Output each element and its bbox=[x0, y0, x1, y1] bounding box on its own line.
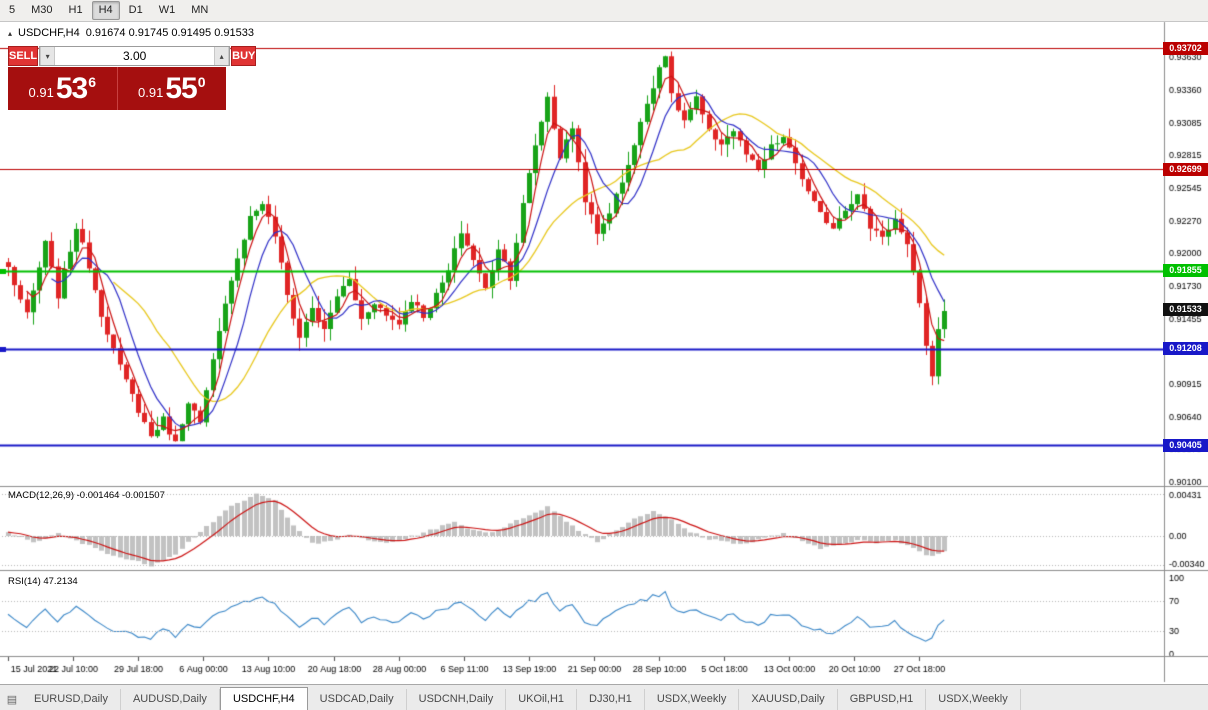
rsi-indicator-label: RSI(14) 47.2134 bbox=[8, 576, 78, 587]
hline-price-badge[interactable]: 0.91208 bbox=[1163, 342, 1208, 355]
buy-price-display[interactable]: 0.91 55 0 bbox=[117, 67, 227, 110]
volume-increase-button[interactable]: ▴ bbox=[214, 47, 229, 65]
chart-tab-usdchf-h4[interactable]: USDCHF,H4 bbox=[220, 687, 308, 710]
hline-price-badge[interactable]: 0.90405 bbox=[1163, 439, 1208, 452]
hline-price-badge[interactable]: 0.93702 bbox=[1163, 42, 1208, 55]
symbols-list-icon[interactable]: ▤ bbox=[2, 693, 22, 710]
timeframe-button-5[interactable]: 5 bbox=[2, 1, 22, 20]
chart-tab-usdcad-daily[interactable]: USDCAD,Daily bbox=[308, 689, 407, 710]
chart-tab-bar: ▤ EURUSD,DailyAUDUSD,DailyUSDCHF,H4USDCA… bbox=[0, 684, 1208, 710]
sell-price-pip-digit: 6 bbox=[88, 74, 96, 90]
macd-indicator-label: MACD(12,26,9) -0.001464 -0.001507 bbox=[8, 490, 165, 501]
hline-price-badge[interactable]: 0.92699 bbox=[1163, 163, 1208, 176]
current-price-badge: 0.91533 bbox=[1163, 303, 1208, 316]
timeframe-button-mn[interactable]: MN bbox=[184, 1, 215, 20]
chart-tab-audusd-daily[interactable]: AUDUSD,Daily bbox=[121, 689, 220, 710]
hline-price-badge[interactable]: 0.91855 bbox=[1163, 264, 1208, 277]
sell-price-display[interactable]: 0.91 53 6 bbox=[8, 67, 117, 110]
chart-tab-usdx-weekly[interactable]: USDX,Weekly bbox=[645, 689, 739, 710]
timeframe-button-d1[interactable]: D1 bbox=[122, 1, 150, 20]
sell-price-prefix: 0.91 bbox=[29, 85, 54, 100]
buy-price-pip-digit: 0 bbox=[198, 74, 206, 90]
sell-button[interactable]: SELL bbox=[8, 46, 38, 66]
chart-ohlc-values: 0.91674 0.91745 0.91495 0.91533 bbox=[86, 27, 254, 39]
volume-input[interactable] bbox=[55, 47, 214, 65]
chart-marker-icon: ▴ bbox=[8, 29, 12, 38]
timeframe-button-w1[interactable]: W1 bbox=[152, 1, 183, 20]
chart-tab-gbpusd-h1[interactable]: GBPUSD,H1 bbox=[838, 689, 927, 710]
timeframe-button-m30[interactable]: M30 bbox=[24, 1, 59, 20]
chart-header: ▴ USDCHF,H4 0.91674 0.91745 0.91495 0.91… bbox=[8, 27, 254, 39]
sell-price-big-digits: 53 bbox=[56, 74, 87, 104]
timeframe-button-h1[interactable]: H1 bbox=[62, 1, 90, 20]
volume-stepper: ▾ ▴ bbox=[39, 46, 230, 66]
buy-price-big-digits: 55 bbox=[165, 74, 196, 104]
chart-symbol-label: USDCHF,H4 bbox=[18, 27, 80, 39]
timeframe-button-h4[interactable]: H4 bbox=[92, 1, 120, 20]
buy-price-prefix: 0.91 bbox=[138, 85, 163, 100]
chart-tab-usdx-weekly[interactable]: USDX,Weekly bbox=[926, 689, 1020, 710]
timeframe-toolbar: 5M30H1H4D1W1MN bbox=[0, 0, 1208, 22]
buy-button[interactable]: BUY bbox=[231, 46, 256, 66]
chart-tab-eurusd-daily[interactable]: EURUSD,Daily bbox=[22, 689, 121, 710]
one-click-trade-widget: SELL ▾ ▴ BUY 0.91 53 6 0.91 55 0 bbox=[8, 46, 226, 110]
chart-tab-xauusd-daily[interactable]: XAUUSD,Daily bbox=[739, 689, 837, 710]
volume-decrease-button[interactable]: ▾ bbox=[40, 47, 55, 65]
chart-tab-usdcnh-daily[interactable]: USDCNH,Daily bbox=[407, 689, 507, 710]
chart-tab-dj30-h1[interactable]: DJ30,H1 bbox=[577, 689, 645, 710]
chart-tab-ukoil-h1[interactable]: UKOil,H1 bbox=[506, 689, 577, 710]
